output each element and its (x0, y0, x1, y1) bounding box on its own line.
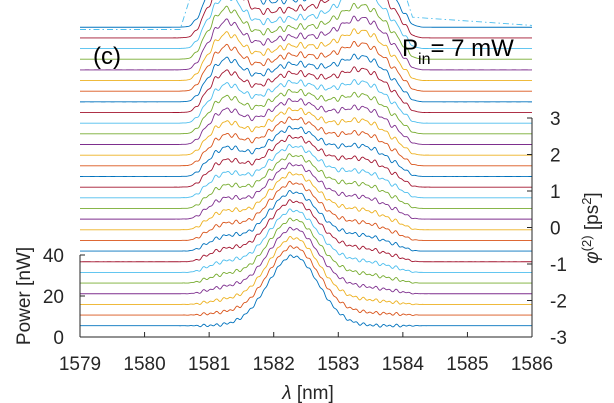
spectrum-trace (80, 144, 532, 199)
right-y-axis-title: φ(2) [ps2] (579, 192, 603, 263)
spectrum-trace (80, 217, 532, 284)
tick-labels: 1579 1580 1581 1582 1583 1584 1585 158602040-3-… (43, 109, 567, 375)
spectrum-trace (80, 125, 532, 177)
spectrum-trace (80, 116, 532, 167)
x-tick-label: 1584 (382, 354, 425, 375)
x-tick-label: 1582 (253, 354, 295, 375)
spectrum-trace (80, 0, 532, 39)
tick-marks (79, 117, 533, 338)
spectrum-traces (80, 0, 533, 328)
right-y-tick-label: 2 (550, 146, 561, 167)
left-y-axis-title: Power [nW] (14, 247, 35, 345)
right-y-axis-title-sup: (2) (579, 235, 594, 251)
right-y-axis-title-symbol: φ (582, 251, 603, 263)
power-annotation-rest: = 7 mW (430, 35, 514, 62)
spectrum-trace (80, 180, 532, 241)
spectrum-trace (80, 28, 533, 81)
spectrum-trace (80, 40, 533, 92)
spectrum-trace (80, 189, 532, 252)
spectrum-trace (80, 245, 532, 317)
spectrum-trace (80, 66, 532, 113)
right-y-tick-label: 0 (550, 219, 561, 240)
spectrum-trace (80, 254, 532, 328)
x-tick-label: 1583 (317, 354, 359, 375)
left-y-tick-label: 40 (43, 246, 64, 267)
spectrum-trace (80, 199, 532, 263)
power-annotation: Pin= 7 mW (402, 35, 514, 68)
spectrum-trace (80, 53, 532, 103)
power-annotation-sub: in (418, 51, 430, 68)
x-tick-label: 1586 (511, 354, 553, 375)
power-annotation-main: P (402, 35, 418, 62)
right-y-axis-title-unit: [ps (582, 205, 603, 236)
left-y-tick-label: 20 (43, 287, 64, 308)
x-tick-label: 1581 (188, 354, 230, 375)
spectrum-trace (80, 2, 533, 60)
spectrum-trace (80, 0, 532, 28)
right-y-tick-label: -2 (550, 292, 567, 313)
right-y-tick-label: -1 (550, 255, 567, 276)
left-y-tick-label: 0 (53, 328, 64, 349)
x-axis-title: λ [nm] (281, 383, 334, 403)
spectrum-trace (80, 208, 532, 273)
spectrum-trace (80, 98, 532, 145)
right-y-tick-label: -3 (550, 328, 567, 349)
spectrum-trace (80, 162, 532, 220)
spectrum-trace (80, 171, 532, 231)
spectrum-trace (80, 236, 532, 306)
right-y-axis-title-unit-close: ] (582, 192, 603, 197)
right-y-tick-label: 1 (550, 182, 561, 203)
spectrum-trace (80, 153, 532, 209)
spectrum-trace (80, 134, 532, 188)
panel-label: (c) (93, 43, 121, 70)
envelope-line (80, 0, 533, 30)
spectrum-trace (80, 226, 532, 295)
x-tick-label: 1580 (123, 354, 165, 375)
right-y-tick-label: 3 (550, 109, 561, 130)
spectrum-trace (80, 107, 532, 156)
spectrum-trace (80, 88, 532, 135)
spectrum-trace (80, 15, 533, 71)
x-axis-title-unit: [nm] (292, 383, 334, 403)
spectrum-trace (80, 79, 532, 124)
right-y-axis-title-unit-sup: 2 (579, 198, 594, 205)
x-tick-label: 1579 (59, 354, 101, 375)
x-axis-title-symbol: λ (281, 383, 291, 403)
x-tick-label: 1585 (446, 354, 488, 375)
spectrum-trace (80, 0, 533, 50)
